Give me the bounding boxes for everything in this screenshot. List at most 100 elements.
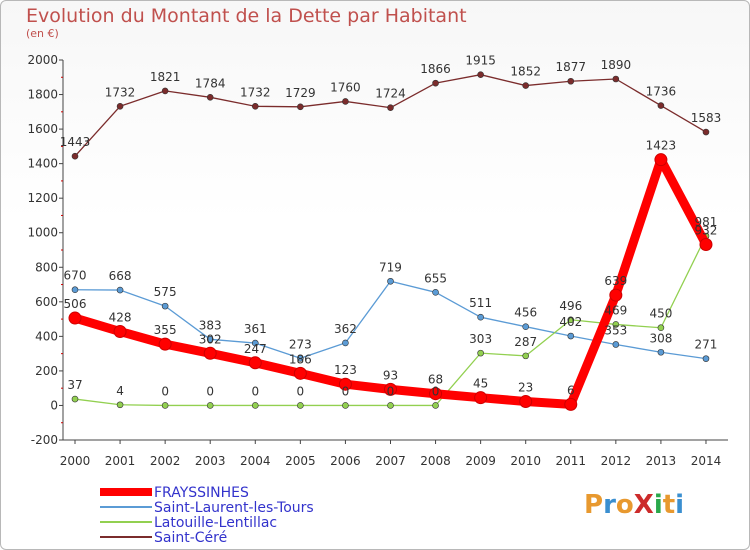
data-label: 1784	[195, 76, 226, 90]
data-point	[567, 316, 575, 324]
y-tick-label: 1200	[27, 191, 58, 205]
logo-letter: r	[603, 490, 616, 520]
data-point	[612, 341, 620, 348]
legend-label: FRAYSSINHES	[154, 485, 249, 501]
data-point	[657, 324, 665, 332]
legend-label: Latouille-Lentillac	[154, 515, 277, 531]
data-label: 1890	[601, 58, 632, 72]
data-point	[161, 87, 169, 95]
data-point	[297, 103, 304, 111]
logo-letter: o	[615, 490, 634, 520]
data-label: 670	[64, 269, 87, 283]
data-labels-0: 506 428 355 302 247 186 123 93 68 45 23 6 639 1423 932	[64, 139, 718, 398]
series-3	[71, 71, 710, 160]
data-label: 23	[518, 380, 533, 394]
data-point	[519, 394, 533, 408]
data-label: 511	[469, 296, 492, 310]
data-point	[297, 354, 304, 362]
data-point	[383, 382, 397, 396]
x-tick-label: 2007	[375, 454, 406, 468]
data-point	[522, 323, 530, 330]
data-point	[522, 82, 530, 89]
x-tick-label: 2006	[330, 454, 361, 468]
data-point	[248, 356, 262, 370]
data-label: 1821	[150, 70, 181, 84]
x-tick-label: 2013	[646, 454, 677, 468]
data-label: 469	[604, 303, 627, 317]
data-point	[477, 313, 484, 321]
data-point	[387, 402, 394, 409]
data-label: 1877	[555, 60, 586, 74]
data-label: 1760	[330, 80, 361, 94]
data-point	[116, 401, 124, 409]
x-tick-label: 2008	[420, 454, 451, 468]
data-point	[477, 71, 484, 78]
y-tick-label: 0	[50, 398, 58, 412]
data-label: 1724	[375, 87, 406, 101]
chart-title: Evolution du Montant de la Dette par Hab…	[26, 5, 467, 27]
data-point	[68, 311, 82, 325]
data-point	[609, 288, 623, 302]
legend-label: Saint-Céré	[154, 530, 227, 546]
data-point	[702, 355, 710, 362]
y-tick-label: -200	[31, 433, 58, 447]
data-label: 186	[289, 352, 312, 366]
data-point	[116, 102, 124, 110]
data-label: 1866	[420, 62, 451, 76]
data-point	[657, 102, 665, 109]
data-point	[429, 387, 443, 401]
data-point	[522, 352, 530, 360]
data-label: 271	[695, 338, 718, 352]
data-point	[699, 237, 713, 251]
data-label: 0	[206, 384, 214, 398]
y-tick-label: 1800	[27, 88, 58, 102]
data-label: 1423	[646, 139, 677, 153]
data-point	[116, 286, 124, 294]
data-label: 37	[67, 378, 82, 392]
data-point	[342, 339, 349, 347]
data-label: 361	[244, 322, 267, 336]
data-label: 123	[334, 363, 357, 377]
data-point	[657, 348, 665, 356]
logo-letter: X	[633, 490, 654, 520]
data-label: 0	[297, 384, 305, 398]
data-label: 1732	[240, 85, 271, 99]
data-label: 0	[387, 384, 395, 398]
data-label: 0	[251, 384, 259, 398]
data-point	[338, 377, 352, 391]
data-label: 355	[154, 323, 177, 337]
data-point	[251, 102, 259, 110]
x-tick-label: 2010	[510, 454, 541, 468]
data-point	[161, 302, 169, 310]
data-label: 273	[289, 337, 312, 351]
data-point	[612, 75, 620, 83]
x-tick-label: 2012	[601, 454, 632, 468]
data-point	[297, 402, 304, 409]
y-tick-label: 600	[35, 295, 58, 309]
data-label: 247	[244, 342, 267, 356]
data-label: 362	[334, 322, 357, 336]
data-point	[251, 339, 259, 347]
data-label: 496	[559, 299, 582, 313]
x-tick-label: 2011	[555, 454, 586, 468]
axes: -200020040060080010001200140016001800200…	[27, 53, 728, 468]
data-point	[612, 321, 620, 328]
data-label: 383	[199, 318, 222, 332]
data-label: 287	[514, 335, 537, 349]
data-point	[567, 332, 575, 340]
data-label: 308	[649, 331, 672, 345]
y-tick-label: 2000	[27, 53, 58, 67]
logo-letter: P	[584, 490, 604, 520]
y-tick-label: 1600	[27, 122, 58, 136]
data-point	[564, 397, 578, 411]
chart-unit-label: (en €)	[26, 27, 59, 40]
y-tick-label: 400	[35, 329, 58, 343]
data-label: 639	[604, 274, 627, 288]
proxiti-logo: ProXiti	[584, 490, 684, 520]
data-label: 45	[473, 377, 488, 391]
data-point	[71, 286, 79, 294]
data-label: 68	[428, 373, 443, 387]
data-label: 303	[469, 332, 492, 346]
data-point	[206, 335, 214, 343]
